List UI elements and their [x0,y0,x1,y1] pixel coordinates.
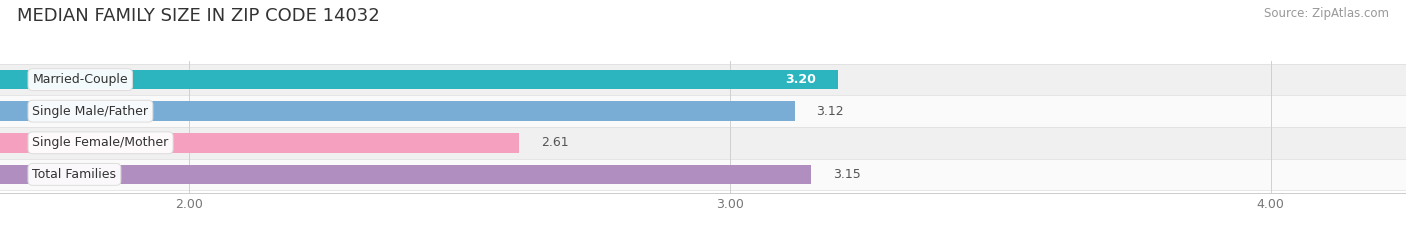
Bar [0,133,519,153]
Text: Single Male/Father: Single Male/Father [32,105,149,118]
Bar [0,127,1406,159]
Bar [0,95,1406,127]
Text: Single Female/Mother: Single Female/Mother [32,136,169,149]
Text: 2.61: 2.61 [541,136,568,149]
Bar [0,64,1406,95]
Bar [0,101,794,121]
Text: 3.20: 3.20 [786,73,817,86]
Bar [0,70,838,89]
Bar [0,164,811,184]
Text: MEDIAN FAMILY SIZE IN ZIP CODE 14032: MEDIAN FAMILY SIZE IN ZIP CODE 14032 [17,7,380,25]
Text: Married-Couple: Married-Couple [32,73,128,86]
Text: 3.15: 3.15 [832,168,860,181]
Bar [0,159,1406,190]
Text: Total Families: Total Families [32,168,117,181]
Text: Source: ZipAtlas.com: Source: ZipAtlas.com [1264,7,1389,20]
Text: 3.12: 3.12 [817,105,844,118]
